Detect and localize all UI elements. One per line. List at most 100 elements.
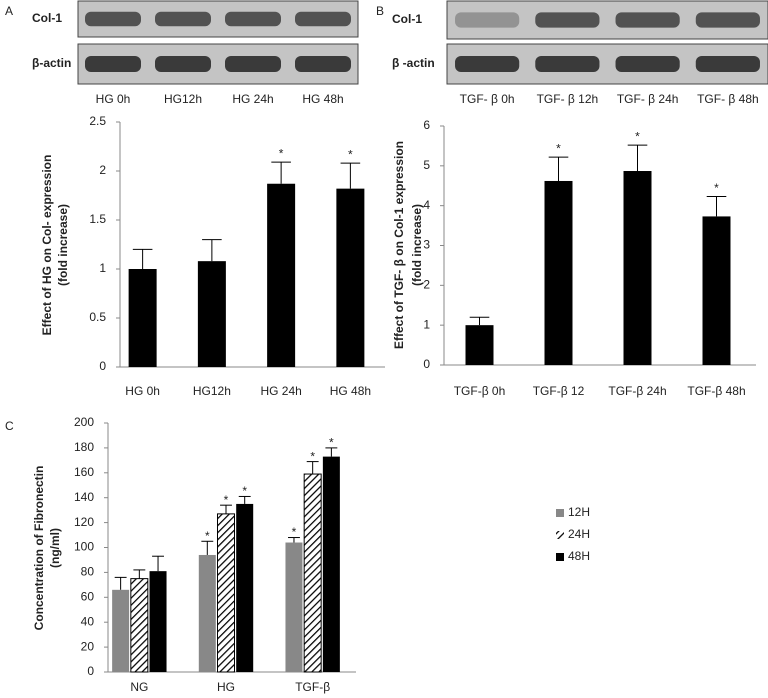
blot-band: [455, 56, 520, 72]
y-tick-label: 140: [74, 490, 94, 504]
y-tick-label: 0: [423, 357, 430, 371]
legend-swatch: [556, 553, 564, 561]
blot-lane-label: TGF- β 24h: [617, 92, 679, 106]
blot-lane-label: TGF- β 12h: [537, 92, 599, 106]
blot-lane-label: HG 48h: [302, 92, 343, 106]
y-tick-label: 2.5: [89, 114, 106, 128]
bar: [303, 473, 322, 673]
y-tick-label: 20: [81, 639, 95, 653]
y-tick-label: 0.5: [89, 310, 106, 324]
x-tick-label: TGF-β 12: [533, 384, 585, 398]
y-tick-label: 40: [81, 614, 95, 628]
blot-band: [155, 56, 211, 72]
significance-marker: *: [635, 129, 640, 143]
x-tick-label: TGF-β 24h: [608, 384, 666, 398]
x-tick-label: HG: [217, 680, 235, 694]
significance-marker: *: [279, 147, 284, 161]
legend-label: 48H: [568, 549, 590, 563]
y-axis-label: (fold increase): [56, 204, 70, 286]
legend-label: 24H: [568, 527, 590, 541]
blot-band: [695, 12, 760, 28]
significance-marker: *: [205, 529, 210, 543]
y-tick-label: 200: [74, 415, 94, 429]
panel-label: B: [376, 4, 384, 18]
x-tick-label: NG: [130, 680, 148, 694]
blot-band: [455, 12, 520, 28]
y-axis-label: Effect of TGF- β on Col-1 expression: [392, 141, 406, 349]
blot-band: [535, 12, 600, 28]
y-tick-label: 60: [81, 589, 95, 603]
blot-lane-label: HG 0h: [96, 92, 131, 106]
significance-marker: *: [224, 493, 229, 507]
bar: [130, 578, 149, 673]
bar: [702, 216, 731, 365]
y-axis-label: Concentration of Fibronectin: [32, 466, 46, 631]
bar: [217, 513, 235, 673]
bar: [623, 171, 652, 365]
bar: [285, 542, 303, 672]
blot-band: [295, 56, 351, 72]
bar: [336, 188, 365, 367]
blot-band: [615, 12, 680, 28]
y-axis-label: (fold increase): [410, 204, 424, 286]
blot-row-label: β -actin: [392, 56, 435, 70]
x-tick-label: TGF-β 48h: [687, 384, 745, 398]
bar: [112, 589, 130, 672]
x-tick-label: HG 48h: [330, 384, 371, 398]
y-tick-label: 1.5: [89, 212, 106, 226]
bar: [128, 269, 157, 367]
y-tick-label: 4: [423, 198, 430, 212]
bar: [198, 554, 216, 672]
blot-row-label: β-actin: [32, 56, 71, 70]
significance-marker: *: [714, 181, 719, 195]
y-tick-label: 80: [81, 565, 95, 579]
x-tick-label: TGF-β: [295, 680, 330, 694]
blot-row-label: Col-1: [392, 12, 422, 26]
y-tick-label: 2: [99, 163, 106, 177]
y-tick-label: 0: [99, 359, 106, 373]
y-tick-label: 5: [423, 158, 430, 172]
blot-band: [225, 11, 281, 27]
blot-band: [85, 56, 141, 72]
bar: [236, 503, 254, 672]
y-tick-label: 1: [423, 317, 430, 331]
bar: [197, 261, 226, 367]
bar: [267, 183, 296, 367]
blot-lane-label: HG12h: [164, 92, 202, 106]
blot-band: [535, 56, 600, 72]
legend-label: 12H: [568, 505, 590, 519]
y-tick-label: 160: [74, 465, 94, 479]
significance-marker: *: [556, 141, 561, 155]
legend-swatch: [556, 531, 564, 539]
y-tick-label: 120: [74, 515, 94, 529]
y-tick-label: 2: [423, 278, 430, 292]
significance-marker: *: [292, 525, 297, 539]
blot-band: [85, 11, 141, 27]
bar: [465, 325, 494, 365]
blot-band: [155, 11, 211, 27]
significance-marker: *: [310, 449, 315, 463]
blot-band: [225, 56, 281, 72]
blot-band: [615, 56, 680, 72]
y-tick-label: 100: [74, 540, 94, 554]
blot-band: [695, 56, 760, 72]
y-axis-label: (ng/ml): [48, 528, 62, 568]
bar: [322, 456, 340, 672]
blot-lane-label: TGF- β 48h: [697, 92, 759, 106]
y-axis-label: Effect of HG on Col- expression: [40, 155, 54, 336]
blot-lane-label: HG 24h: [232, 92, 273, 106]
y-tick-label: 3: [423, 238, 430, 252]
x-tick-label: TGF-β 0h: [454, 384, 506, 398]
bar: [149, 571, 167, 672]
significance-marker: *: [329, 436, 334, 450]
y-tick-label: 6: [423, 118, 430, 132]
significance-marker: *: [348, 148, 353, 162]
significance-marker: *: [242, 484, 247, 498]
y-tick-label: 0: [87, 664, 94, 678]
blot-band: [295, 11, 351, 27]
x-tick-label: HG 24h: [260, 384, 301, 398]
x-tick-label: HG12h: [193, 384, 231, 398]
bar: [544, 180, 573, 365]
legend-swatch: [556, 509, 564, 517]
